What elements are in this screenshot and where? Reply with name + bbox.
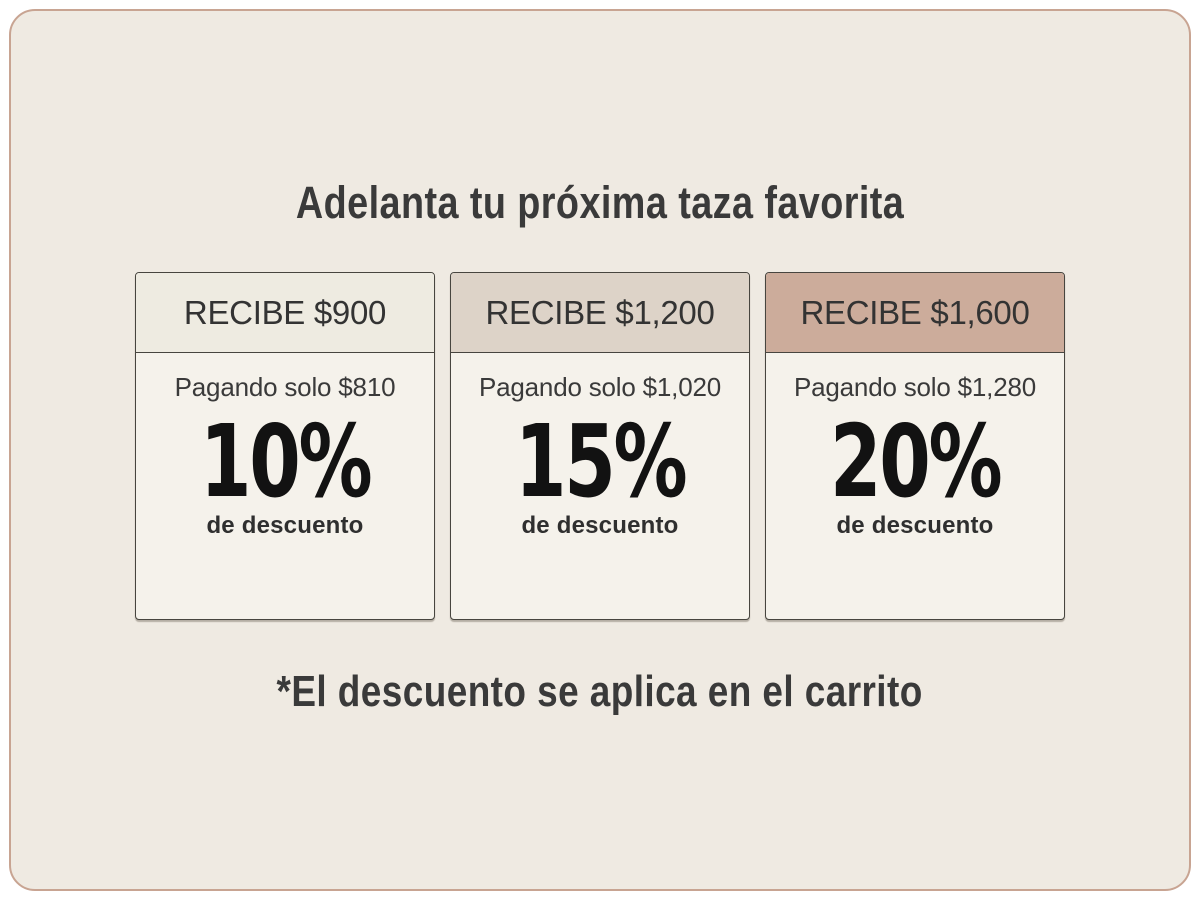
tier-paying-label: Pagando solo $1,280 <box>794 372 1036 402</box>
cart-disclaimer: *El descuento se aplica en el carrito <box>11 670 1189 714</box>
tier-card-body: Pagando solo $1,280 20% de descuento <box>766 353 1064 540</box>
tier-paying-label: Pagando solo $810 <box>174 372 396 402</box>
tier-card-body: Pagando solo $1,020 15% de descuento <box>451 353 749 540</box>
promo-title-text: Adelanta tu próxima taza favorita <box>295 177 905 228</box>
tier-discount-label: de descuento <box>836 512 994 539</box>
tier-discount-label: de descuento <box>521 512 679 539</box>
tier-discount-percent: 20% <box>829 403 1003 520</box>
tier-discount-percent: 15% <box>514 403 688 520</box>
promo-title: Adelanta tu próxima taza favorita <box>11 180 1189 225</box>
tier-card-header: RECIBE $1,200 <box>451 273 749 353</box>
tier-card-1200[interactable]: RECIBE $1,200 Pagando solo $1,020 15% de… <box>450 272 750 620</box>
promo-panel: Adelanta tu próxima taza favorita RECIBE… <box>9 9 1191 891</box>
tier-discount-percent: 10% <box>199 403 373 520</box>
tier-paying-label: Pagando solo $1,020 <box>479 372 721 402</box>
cart-disclaimer-text: *El descuento se aplica en el carrito <box>276 667 924 716</box>
tier-cards: RECIBE $900 Pagando solo $810 10% de des… <box>11 272 1189 620</box>
tier-card-header: RECIBE $1,600 <box>766 273 1064 353</box>
tier-card-body: Pagando solo $810 10% de descuento <box>136 353 434 540</box>
tier-card-header: RECIBE $900 <box>136 273 434 353</box>
tier-discount-label: de descuento <box>206 512 364 539</box>
tier-card-900[interactable]: RECIBE $900 Pagando solo $810 10% de des… <box>135 272 435 620</box>
tier-card-1600[interactable]: RECIBE $1,600 Pagando solo $1,280 20% de… <box>765 272 1065 620</box>
